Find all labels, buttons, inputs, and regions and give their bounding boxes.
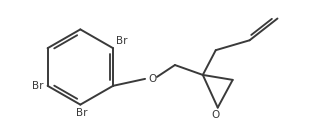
Text: Br: Br bbox=[32, 81, 44, 91]
Text: O: O bbox=[212, 110, 220, 120]
Text: Br: Br bbox=[116, 36, 128, 46]
Text: O: O bbox=[148, 74, 156, 84]
Text: Br: Br bbox=[76, 108, 87, 118]
